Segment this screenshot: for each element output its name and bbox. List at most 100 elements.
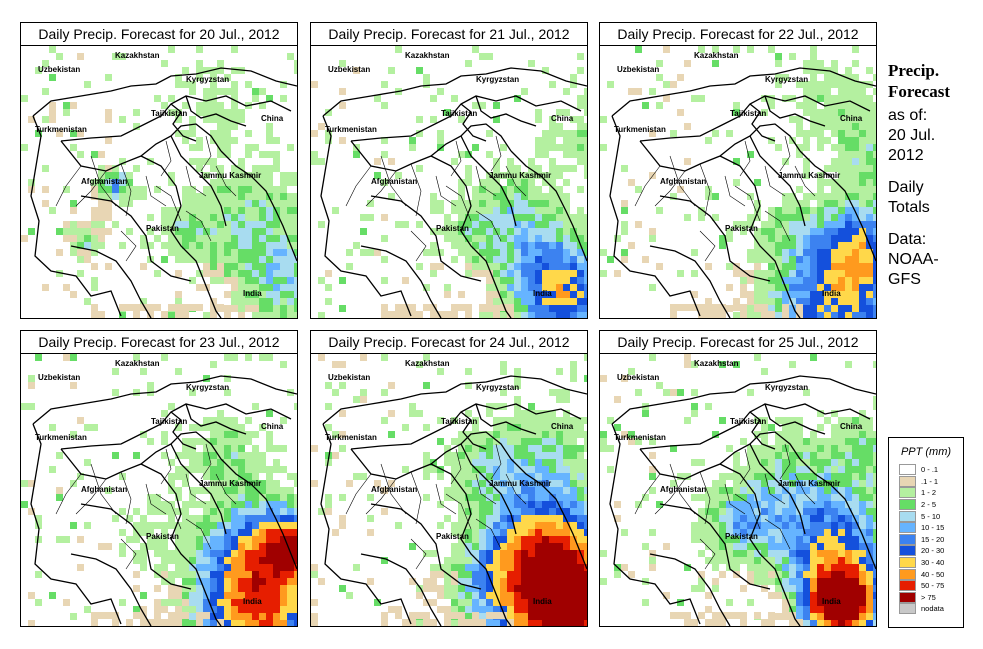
map-label-india: India — [533, 597, 552, 606]
precip-map: Kazakhstan Uzbekistan Kyrgyzstan Tajikistan… — [311, 46, 587, 318]
map-label-uzbekistan: Uzbekistan — [617, 373, 659, 382]
map-label-china: China — [261, 114, 284, 123]
legend-swatch — [899, 475, 916, 487]
precip-grid — [21, 354, 297, 626]
legend-label: nodata — [921, 604, 944, 614]
precip-grid — [600, 354, 876, 626]
map-label-china: China — [551, 422, 574, 431]
legend-item: 15 - 20 — [899, 533, 963, 546]
map-canvas: Kazakhstan Uzbekistan Kyrgyzstan Tajikistan… — [21, 354, 297, 626]
side-title-line1: Precip. — [888, 61, 940, 80]
side-title-line2: Forecast — [888, 82, 950, 101]
precip-map: Kazakhstan Uzbekistan Kyrgyzstan Tajikistan… — [311, 354, 587, 626]
legend-item: 40 - 50 — [899, 568, 963, 580]
map-label-kyrgyzstan: Kyrgyzstan — [476, 383, 519, 392]
map-label-china: China — [840, 114, 863, 123]
totals-line2: Totals — [888, 199, 930, 216]
map-label-afghanistan: Afghanistan — [371, 177, 417, 186]
legend-item: 2 - 5 — [899, 499, 963, 511]
map-label-uzbekistan: Uzbekistan — [328, 373, 370, 382]
map-label-uzbekistan: Uzbekistan — [328, 65, 370, 74]
map-label-tajikistan: Tajikistan — [730, 109, 766, 118]
legend-item: 30 - 40 — [899, 557, 963, 569]
map-label-pakistan: Pakistan — [725, 532, 758, 541]
totals-note: Daily Totals — [888, 178, 978, 218]
data-line1: Data: — [888, 231, 927, 248]
map-label-kyrgyzstan: Kyrgyzstan — [765, 75, 808, 84]
map-label-afghanistan: Afghanistan — [660, 177, 706, 186]
map-label-jammu-kashmir: Jammu Kashmir — [489, 479, 551, 488]
map-label-tajikistan: Tajikistan — [730, 417, 766, 426]
side-info: Precip. Forecast as of: 20 Jul. 2012 Dai… — [888, 60, 978, 302]
map-label-china: China — [261, 422, 284, 431]
map-label-kazakhstan: Kazakhstan — [405, 51, 450, 60]
map-label-kazakhstan: Kazakhstan — [115, 359, 160, 368]
legend-item: 5 - 10 — [899, 510, 963, 522]
map-label-uzbekistan: Uzbekistan — [38, 65, 80, 74]
legend-swatch — [899, 522, 916, 534]
legend-swatch — [899, 499, 916, 511]
precip-map: Kazakhstan Uzbekistan Kyrgyzstan Tajikistan… — [21, 46, 297, 318]
map-label-uzbekistan: Uzbekistan — [38, 373, 80, 382]
map-label-pakistan: Pakistan — [146, 224, 179, 233]
map-label-tajikistan: Tajikistan — [441, 109, 477, 118]
panel-title: Daily Precip. Forecast for 21 Jul., 2012 — [311, 23, 587, 46]
map-canvas: Kazakhstan Uzbekistan Kyrgyzstan Tajikistan… — [21, 46, 297, 318]
precip-grid — [311, 354, 587, 626]
legend-swatch — [899, 487, 916, 499]
legend-item: 10 - 15 — [899, 522, 963, 534]
map-label-jammu-kashmir: Jammu Kashmir — [489, 171, 551, 180]
legend-item: > 75 — [899, 591, 963, 604]
map-label-kazakhstan: Kazakhstan — [405, 359, 450, 368]
totals-line1: Daily — [888, 179, 924, 196]
legend-label: .1 - 1 — [921, 476, 939, 486]
map-label-jammu-kashmir: Jammu Kashmir — [199, 479, 261, 488]
map-label-turkmenistan: Turkmenistan — [614, 433, 666, 442]
legend-label: 40 - 50 — [921, 569, 945, 579]
legend-swatch — [899, 603, 916, 615]
legend-swatch — [899, 568, 916, 580]
map-label-afghanistan: Afghanistan — [81, 177, 127, 186]
map-label-kazakhstan: Kazakhstan — [694, 359, 739, 368]
panel-title: Daily Precip. Forecast for 23 Jul., 2012 — [21, 331, 297, 354]
legend-label: 15 - 20 — [921, 534, 945, 544]
legend-item: 1 - 2 — [899, 487, 963, 499]
boundary-lines — [30, 375, 297, 626]
map-label-india: India — [243, 597, 262, 606]
map-label-kyrgyzstan: Kyrgyzstan — [186, 75, 229, 84]
asof-line2: 20 Jul. — [888, 127, 936, 144]
asof-line1: as of: — [888, 107, 928, 124]
map-label-kyrgyzstan: Kyrgyzstan — [186, 383, 229, 392]
map-label-kyrgyzstan: Kyrgyzstan — [476, 75, 519, 84]
precip-map: Kazakhstan Uzbekistan Kyrgyzstan Tajikistan… — [21, 354, 297, 626]
map-label-afghanistan: Afghanistan — [660, 485, 706, 494]
map-label-india: India — [533, 289, 552, 298]
legend-swatch — [899, 591, 916, 603]
precip-map: Kazakhstan Uzbekistan Kyrgyzstan Tajikistan… — [600, 46, 876, 318]
map-label-china: China — [840, 422, 863, 431]
legend-swatch — [899, 510, 916, 522]
map-label-tajikistan: Tajikistan — [151, 109, 187, 118]
legend-item: .1 - 1 — [899, 475, 963, 488]
map-label-china: China — [551, 114, 574, 123]
map-label-kazakhstan: Kazakhstan — [694, 51, 739, 60]
map-label-turkmenistan: Turkmenistan — [35, 125, 87, 134]
legend-label: 5 - 10 — [921, 511, 941, 521]
forecast-panel-jul-21: Daily Precip. Forecast for 21 Jul., 2012… — [310, 22, 588, 319]
panel-title: Daily Precip. Forecast for 25 Jul., 2012 — [600, 331, 876, 354]
legend-swatch — [899, 464, 916, 476]
map-label-jammu-kashmir: Jammu Kashmir — [778, 171, 840, 180]
as-of-date: as of: 20 Jul. 2012 — [888, 106, 978, 166]
precip-map: Kazakhstan Uzbekistan Kyrgyzstan Tajikistan… — [600, 354, 876, 626]
asof-line3: 2012 — [888, 147, 924, 164]
map-label-kazakhstan: Kazakhstan — [115, 51, 160, 60]
legend-label: 1 - 2 — [921, 488, 937, 498]
legend-swatch — [899, 557, 916, 569]
map-label-pakistan: Pakistan — [725, 224, 758, 233]
map-canvas: Kazakhstan Uzbekistan Kyrgyzstan Tajikistan… — [311, 46, 587, 318]
map-label-turkmenistan: Turkmenistan — [614, 125, 666, 134]
map-label-tajikistan: Tajikistan — [151, 417, 187, 426]
side-title: Precip. Forecast — [888, 60, 978, 102]
